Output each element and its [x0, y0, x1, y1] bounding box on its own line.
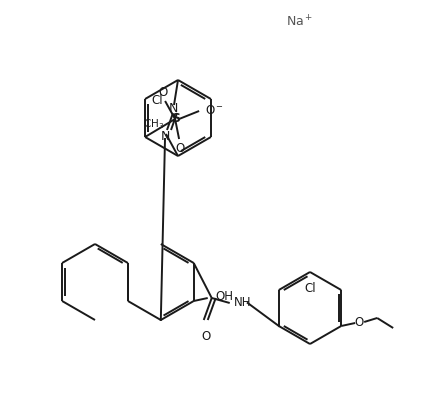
Text: O: O	[176, 142, 185, 155]
Text: O$^-$: O$^-$	[205, 105, 224, 117]
Text: O: O	[354, 316, 364, 328]
Text: OH: OH	[216, 289, 234, 302]
Text: O: O	[159, 86, 168, 99]
Text: NH: NH	[234, 297, 251, 310]
Text: S: S	[172, 113, 181, 125]
Text: Na$^+$: Na$^+$	[287, 14, 314, 29]
Text: Cl: Cl	[151, 94, 163, 107]
Text: N: N	[160, 129, 170, 142]
Text: Cl: Cl	[304, 282, 316, 295]
Text: N: N	[168, 101, 178, 115]
Text: O: O	[201, 330, 210, 343]
Text: CH$_3$: CH$_3$	[143, 117, 164, 131]
